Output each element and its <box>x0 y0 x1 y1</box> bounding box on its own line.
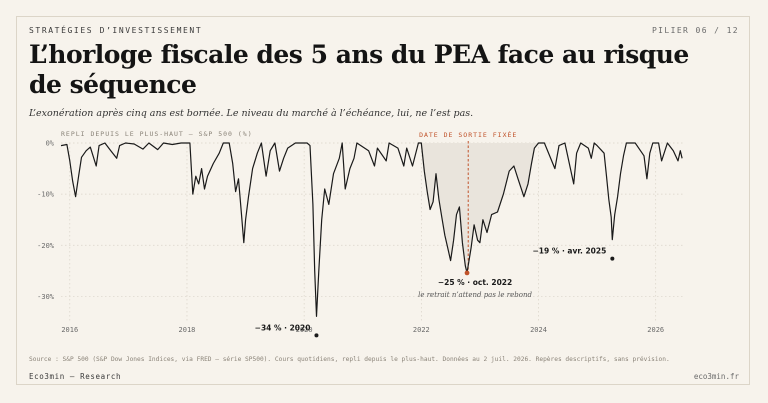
source-note: Source : S&P 500 (S&P Dow Jones Indices,… <box>29 356 670 363</box>
drawdown-area <box>421 143 539 273</box>
y-axis-label: REPLI DEPUIS LE PLUS-HAUT — S&P 500 (%) <box>61 130 253 138</box>
page-counter: PILIER 06 / 12 <box>651 26 739 35</box>
card-frame <box>16 16 750 385</box>
y-tick-label: -20% <box>37 242 55 250</box>
chart-annotations: −34 % · 2020 −25 % · oct. 2022 le retrait … <box>255 247 615 338</box>
annotation-point <box>610 256 615 261</box>
brand-label: Eco3min — Research <box>29 372 122 381</box>
x-tick-label: 2026 <box>647 326 664 334</box>
annotation-label: −19 % · avr. 2025 <box>533 247 607 256</box>
annotation-label: −34 % · 2020 <box>255 323 311 332</box>
annotation-point <box>314 333 319 338</box>
x-tick-label: 2020 <box>296 326 313 334</box>
y-tick-label: -30% <box>37 293 55 301</box>
page-title: L’horloge fiscale des 5 ans du PEA face … <box>29 40 689 99</box>
annotation-note: le retrait n’attend pas le rebond <box>418 291 532 299</box>
x-axis-ticks: 2016 2018 2020 2022 2024 2026 <box>61 326 664 334</box>
drawdown-line <box>60 142 683 317</box>
y-axis-ticks: 0% -10% -20% -30% <box>37 140 55 301</box>
annotation-label: −25 % · oct. 2022 <box>438 278 512 287</box>
section-kicker: STRATÉGIES D’INVESTISSEMENT <box>29 26 203 35</box>
exit-date-label: DATE DE SORTIE FIXÉE <box>419 130 517 139</box>
annotation-point <box>464 270 470 276</box>
site-url: eco3min.fr <box>693 372 739 381</box>
y-tick-label: 0% <box>46 140 55 148</box>
x-tick-label: 2022 <box>413 326 430 334</box>
page-subtitle: L’exonération après cinq ans est bornée.… <box>29 108 474 119</box>
chart-grid <box>61 142 685 322</box>
x-tick-label: 2024 <box>530 326 547 334</box>
x-tick-label: 2018 <box>179 326 196 334</box>
x-tick-label: 2016 <box>61 326 78 334</box>
y-tick-label: -10% <box>37 191 55 199</box>
